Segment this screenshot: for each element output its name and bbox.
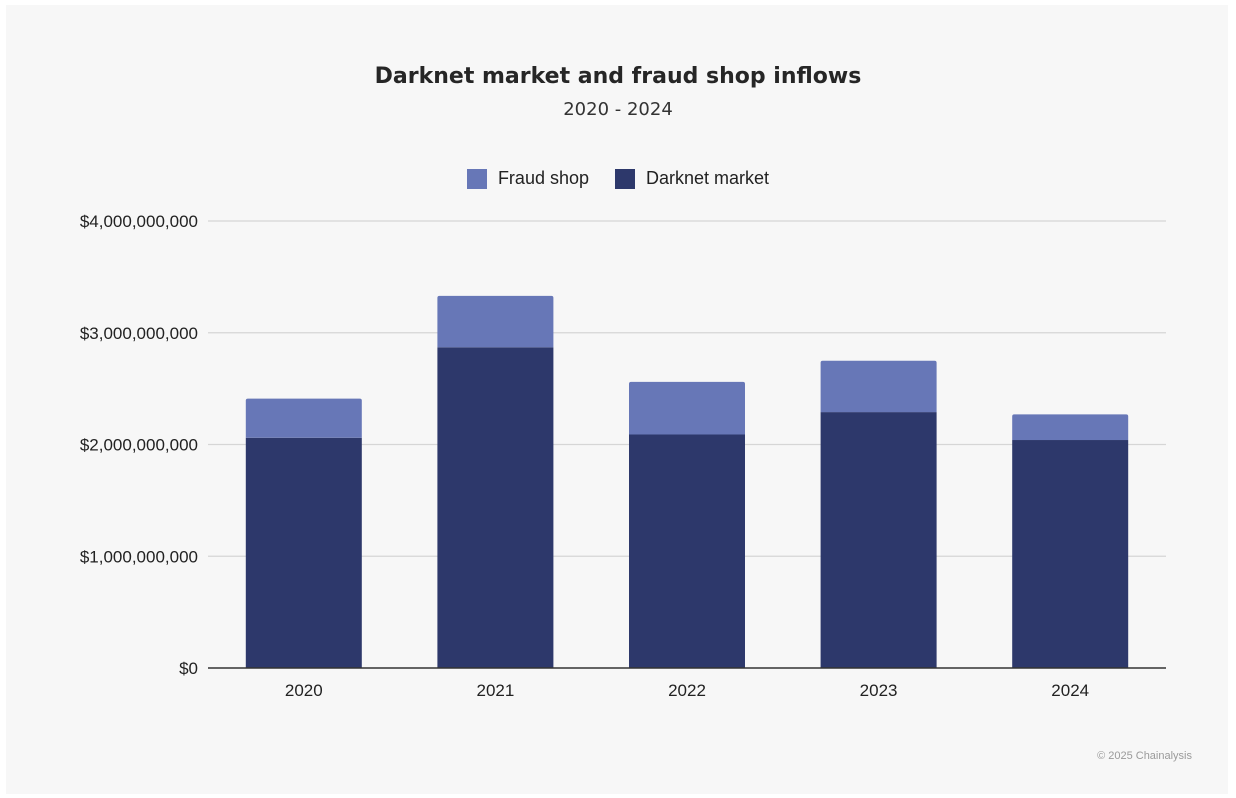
bar-segment-darknet-market[interactable]: [245, 437, 362, 668]
bar-segment-fraud-shop[interactable]: [629, 381, 745, 435]
y-tick-label: $0: [179, 659, 198, 678]
x-tick-label: 2020: [285, 681, 323, 700]
x-tick-label: 2023: [860, 681, 898, 700]
y-tick-label: $3,000,000,000: [80, 324, 198, 343]
chart-legend: Fraud shop Darknet market: [0, 168, 1236, 189]
bar-segment-fraud-shop[interactable]: [437, 295, 554, 348]
bar-segment-darknet-market[interactable]: [437, 347, 554, 668]
x-tick-label: 2024: [1051, 681, 1089, 700]
legend-item-darknet-market[interactable]: Darknet market: [615, 168, 769, 189]
x-tick-label: 2021: [476, 681, 514, 700]
legend-item-fraud-shop[interactable]: Fraud shop: [466, 168, 589, 189]
bar-segment-fraud-shop[interactable]: [1012, 414, 1129, 441]
chart-title: Darknet market and fraud shop inflows: [374, 64, 862, 89]
bar-segment-darknet-market[interactable]: [1012, 440, 1129, 668]
x-tick-label: 2022: [668, 681, 706, 700]
chart-subtitle: 2020 - 2024: [563, 99, 673, 120]
legend-label-fraud-shop: Fraud shop: [497, 168, 589, 188]
legend-swatch-fraud-shop: [466, 168, 487, 189]
bar-segment-fraud-shop[interactable]: [820, 360, 937, 413]
y-tick-label: $1,000,000,000: [80, 547, 198, 566]
y-tick-label: $4,000,000,000: [80, 212, 198, 231]
copyright-text: © 2025 Chainalysis: [1097, 750, 1192, 762]
legend-label-darknet-market: Darknet market: [646, 168, 770, 188]
bar-segment-darknet-market[interactable]: [820, 412, 937, 668]
bar-segment-darknet-market[interactable]: [629, 434, 745, 668]
bar-segment-fraud-shop[interactable]: [245, 398, 362, 438]
legend-swatch-darknet-market: [615, 168, 635, 189]
y-tick-label: $2,000,000,000: [80, 436, 198, 455]
